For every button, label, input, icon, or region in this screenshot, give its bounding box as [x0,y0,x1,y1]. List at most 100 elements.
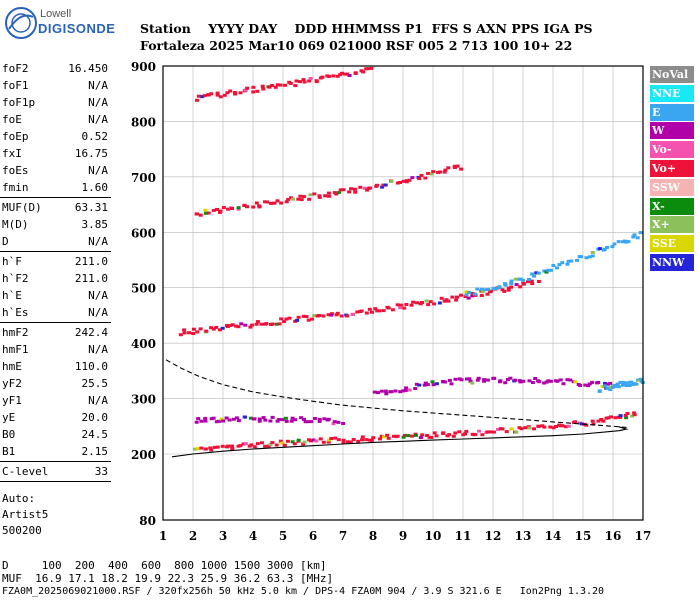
echo-point [597,247,602,251]
echo-point [302,440,307,444]
echo-point [254,322,259,326]
echo-point [530,381,535,384]
echo-point [317,194,322,198]
echo-point [225,91,230,95]
echo-point [298,80,302,84]
echo-point [326,440,331,444]
echo-point [215,445,220,449]
echo-point [308,77,313,80]
echo-point [442,170,447,174]
echo-point [314,80,319,84]
echo-point [293,418,298,422]
echo-point [327,74,331,78]
param-row: M(D) 3.85 [0,216,111,233]
echo-point [285,439,290,443]
echo-point [178,333,183,337]
param-row: fmin 1.60 [0,179,111,196]
echo-point [203,416,208,420]
echo-point [321,440,326,444]
echo-point [627,384,632,387]
echo-point [277,322,282,326]
y-tick-label: 400 [131,337,156,351]
echo-point [304,315,309,319]
echo-point [257,204,262,208]
param-value: 16.450 [68,62,108,75]
echo-point [509,279,514,283]
echo-point [632,382,637,386]
echo-point [446,166,451,170]
echo-point [323,194,328,198]
echo-point [561,382,566,386]
echo-point [349,187,354,191]
echo-point [255,320,260,324]
y-tick-label: 80 [139,514,156,528]
echo-point [600,385,605,388]
echo-point [509,285,514,289]
echo-point [268,419,273,423]
echo-point [206,211,211,215]
y-tick-label: 700 [131,171,156,185]
param-row: h`E N/A [0,287,111,304]
echo-point [296,197,301,201]
echo-point [251,90,256,94]
echo-point [182,328,187,332]
echo-point [284,317,289,321]
echo-point [362,186,367,190]
echo-point [560,261,565,265]
echo-point [336,191,341,195]
echo-point [409,303,414,307]
echo-point [503,381,508,385]
echo-point [377,309,382,313]
param-value: 242.4 [74,326,108,339]
echo-point [459,293,463,297]
echo-point [551,264,556,267]
echo-point [404,179,409,183]
echo-point [230,444,235,448]
param-value: N/A [88,164,108,177]
echo-point [241,442,246,446]
echo-point [245,205,249,209]
echo-point [566,424,571,428]
echo-point [392,434,396,438]
echo-point [289,419,294,423]
echo-point [194,420,199,424]
param-label: D [2,235,9,248]
echo-point [389,390,394,394]
param-label: h`E [2,289,22,302]
echo-point [371,436,376,440]
echo-point [452,164,457,168]
echo-point [338,188,343,192]
echo-point [590,251,595,254]
chart-grid [162,65,644,520]
x-tick-label: 4 [249,529,257,543]
echo-point [422,383,427,387]
echo-point [196,417,201,421]
legend-item-vo-: Vo- [650,141,694,159]
echo-point [586,384,590,388]
echo-point [219,417,224,421]
x-tick-label: 15 [575,529,592,543]
param-row: hmF2 242.4 [0,324,111,341]
echo-point [603,381,607,385]
echo-point [385,433,390,437]
param-value: N/A [88,113,108,126]
echo-point [439,296,444,300]
echo-point [632,411,637,415]
echo-point [480,290,485,294]
echo-point [370,310,374,314]
echo-point [290,416,295,420]
echo-point [402,433,407,437]
echo-point [217,419,221,423]
echo-point [298,194,303,198]
echo-point [432,302,437,306]
echo-point [204,329,209,333]
echo-point [195,447,200,451]
echo-point [341,422,346,425]
echo-point [587,382,592,386]
echo-point [410,434,414,438]
station-header: Station YYYY DAY DDD HHMMSS P1 FFS S AXN… [140,20,593,54]
param-value: 25.5 [81,377,109,390]
echo-point [381,309,386,313]
echo-point [605,382,610,386]
echo-point [242,203,247,207]
